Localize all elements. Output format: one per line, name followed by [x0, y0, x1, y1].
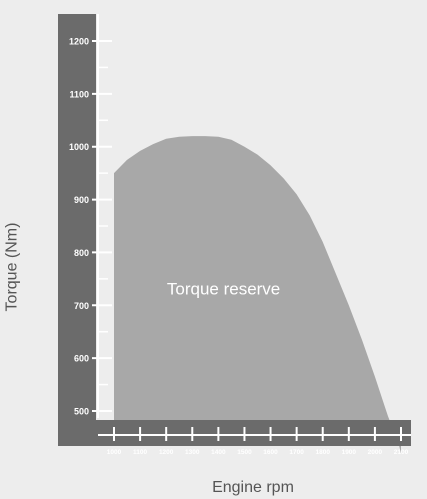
area-layer [114, 136, 401, 454]
y-tick-label: 600 [74, 354, 89, 364]
x-axis: 1000 1100 1200 1300 1400 1500 1600 1700 1800 1900… [98, 427, 411, 456]
x-tick-label: 1700 [289, 449, 304, 456]
x-tick-label: 2100 [394, 449, 409, 456]
x-tick-label: 1900 [342, 449, 357, 456]
torque-reserve-label: Torque reserve [167, 280, 280, 299]
y-tick-label: 900 [74, 195, 89, 205]
x-tick-label: 1200 [159, 449, 174, 456]
x-tick-label: 1300 [185, 449, 200, 456]
x-tick-label: 1500 [237, 449, 252, 456]
y-tick-label: 1100 [69, 89, 89, 99]
y-axis-band [58, 14, 96, 446]
x-tick-label: 1400 [211, 449, 226, 456]
y-tick-label: 700 [74, 301, 89, 311]
y-tick-label: 800 [74, 248, 89, 258]
y-axis: 500 600 700 800 900 1000 1100 1200 [69, 14, 112, 418]
x-tick-label: 1800 [315, 449, 330, 456]
y-axis-title: Torque (Nm) [4, 223, 21, 312]
x-tick-label: 1000 [107, 449, 122, 456]
x-tick-label: 2000 [368, 449, 383, 456]
torque-reserve-area [114, 136, 401, 454]
x-tick-label: 1600 [263, 449, 278, 456]
y-tick-label: 500 [74, 407, 89, 417]
x-tick-label: 1100 [133, 449, 147, 456]
x-axis-title: Engine rpm [212, 479, 294, 496]
x-axis-band [96, 420, 411, 446]
y-tick-label: 1200 [69, 37, 89, 47]
y-tick-label: 1000 [69, 142, 89, 152]
